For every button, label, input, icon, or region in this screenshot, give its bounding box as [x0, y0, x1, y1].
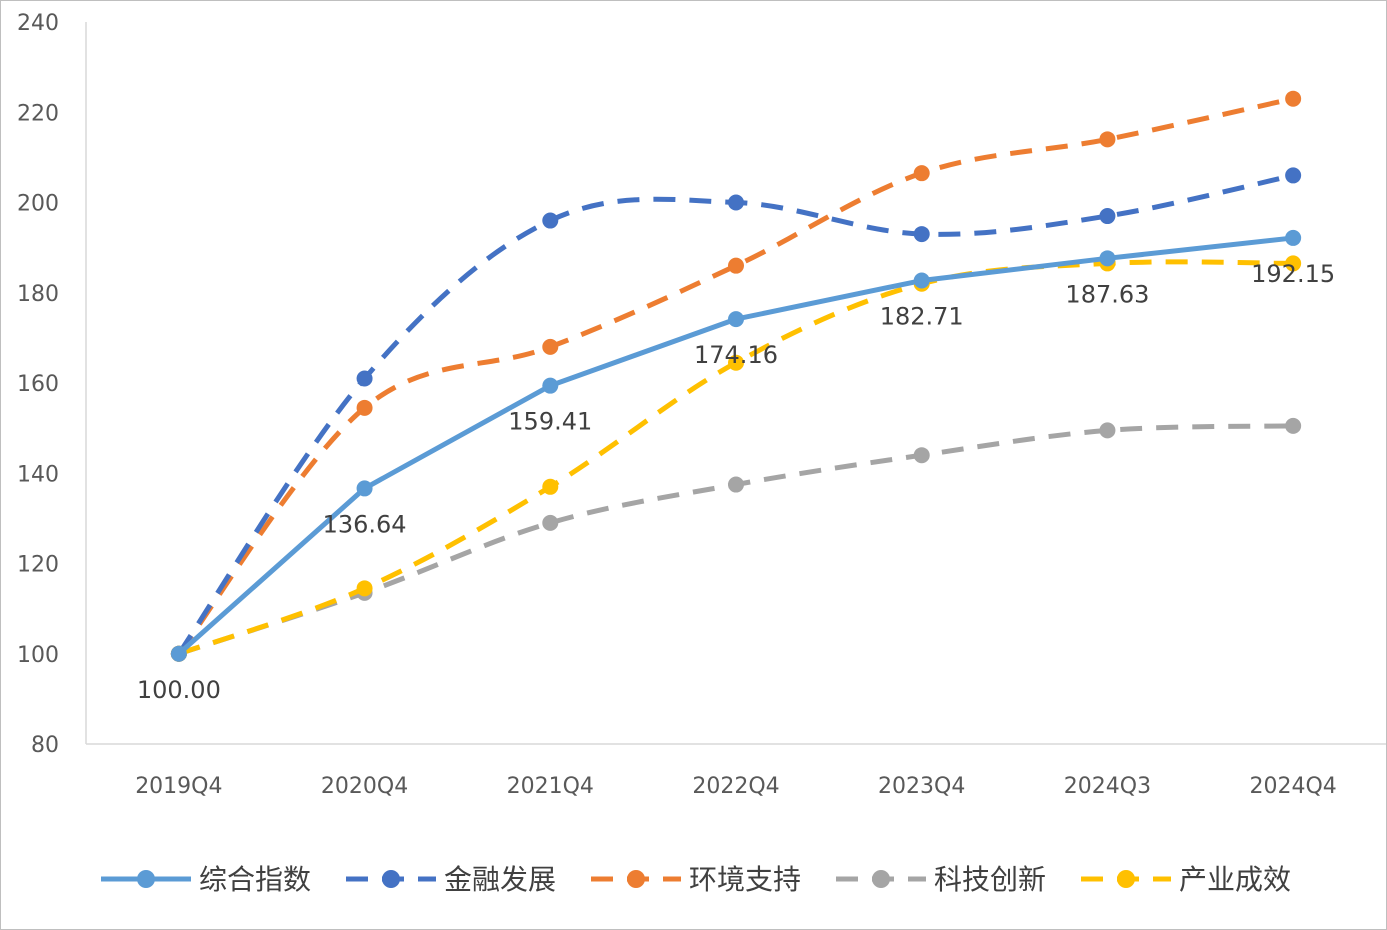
- data-point: [913, 447, 930, 464]
- y-tick-label: 160: [17, 372, 59, 397]
- legend-label: 环境支持: [689, 863, 801, 896]
- data-point: [356, 399, 373, 416]
- data-label: 187.63: [1065, 280, 1149, 308]
- series-0: [170, 229, 1302, 662]
- x-tick-label: 2023Q4: [878, 774, 965, 799]
- data-point: [1285, 229, 1302, 246]
- legend-item: 综合指数: [101, 863, 311, 896]
- data-point: [542, 478, 559, 495]
- legend-swatch-marker: [137, 870, 155, 888]
- data-label: 159.41: [508, 408, 592, 436]
- data-point: [913, 272, 930, 289]
- series-line: [178, 423, 1294, 657]
- x-tick-label: 2022Q4: [692, 774, 779, 799]
- data-label: 174.16: [694, 341, 778, 369]
- legend-label: 科技创新: [934, 863, 1046, 896]
- data-point: [728, 476, 744, 493]
- y-tick-label: 140: [17, 462, 59, 487]
- x-tick-label: 2020Q4: [321, 774, 408, 799]
- data-point: [913, 226, 930, 243]
- data-point: [542, 212, 559, 229]
- data-point: [728, 311, 744, 328]
- y-tick-label: 180: [17, 282, 59, 307]
- data-point: [728, 354, 744, 371]
- x-tick-label: 2024Q3: [1064, 774, 1151, 799]
- data-point: [542, 514, 559, 531]
- y-tick-label: 100: [17, 643, 59, 668]
- legend-swatch-marker: [627, 870, 645, 888]
- data-label: 136.64: [323, 510, 407, 538]
- data-point: [913, 165, 930, 182]
- data-point: [170, 645, 187, 662]
- y-tick-label: 220: [17, 101, 59, 126]
- legend-swatch-marker: [382, 870, 400, 888]
- series-line: [176, 172, 1294, 656]
- data-point: [1099, 250, 1116, 267]
- data-label: 182.71: [880, 303, 964, 331]
- legend-item: 金融发展: [346, 863, 556, 896]
- legend-swatch-marker: [1117, 870, 1135, 888]
- data-point: [356, 480, 373, 497]
- y-tick-label: 200: [17, 192, 59, 217]
- data-point: [356, 580, 373, 597]
- data-point: [1099, 131, 1116, 148]
- data-point: [1285, 255, 1302, 272]
- series-line: [176, 96, 1294, 656]
- data-label: 100.00: [137, 676, 221, 704]
- data-point: [542, 377, 559, 394]
- legend-swatch-marker: [872, 870, 890, 888]
- legend-item: 科技创新: [836, 863, 1046, 896]
- data-labels: 100.00 136.64 159.41 174.16 182.71 187.63 192.…: [137, 260, 1335, 704]
- data-point: [1285, 90, 1302, 107]
- data-point: [1285, 167, 1302, 184]
- x-tick-label: 2024Q4: [1249, 774, 1336, 799]
- data-point: [1099, 208, 1116, 225]
- data-point: [728, 194, 744, 211]
- data-point: [356, 370, 373, 387]
- series-2: [170, 90, 1302, 662]
- series-lines: [170, 90, 1302, 662]
- legend-label: 金融发展: [444, 863, 556, 896]
- data-point: [1099, 422, 1116, 439]
- data-point: [1285, 417, 1302, 434]
- data-point: [728, 257, 744, 274]
- data-label: 192.15: [1251, 260, 1335, 288]
- x-tick-labels: 2019Q4 2020Q4 2021Q4 2022Q4 2023Q4 2024Q3 2024…: [135, 774, 1337, 799]
- series-3: [170, 417, 1302, 662]
- series-1: [170, 167, 1302, 662]
- legend-item: 产业成效: [1081, 863, 1291, 896]
- y-tick-label: 240: [17, 11, 59, 36]
- legend-item: 环境支持: [591, 863, 801, 896]
- data-point: [542, 338, 559, 355]
- x-tick-label: 2021Q4: [507, 774, 594, 799]
- legend-label: 产业成效: [1179, 863, 1291, 896]
- y-tick-label: 80: [31, 733, 59, 758]
- y-tick-labels: 80 100 120 140 160 180 200 220 240: [17, 11, 59, 758]
- axes: [85, 22, 1386, 745]
- y-tick-label: 120: [17, 553, 59, 578]
- legend: 综合指数 金融发展 环境支持 科技创新 产业成效: [101, 863, 1291, 896]
- x-tick-label: 2019Q4: [135, 774, 222, 799]
- legend-label: 综合指数: [199, 863, 311, 896]
